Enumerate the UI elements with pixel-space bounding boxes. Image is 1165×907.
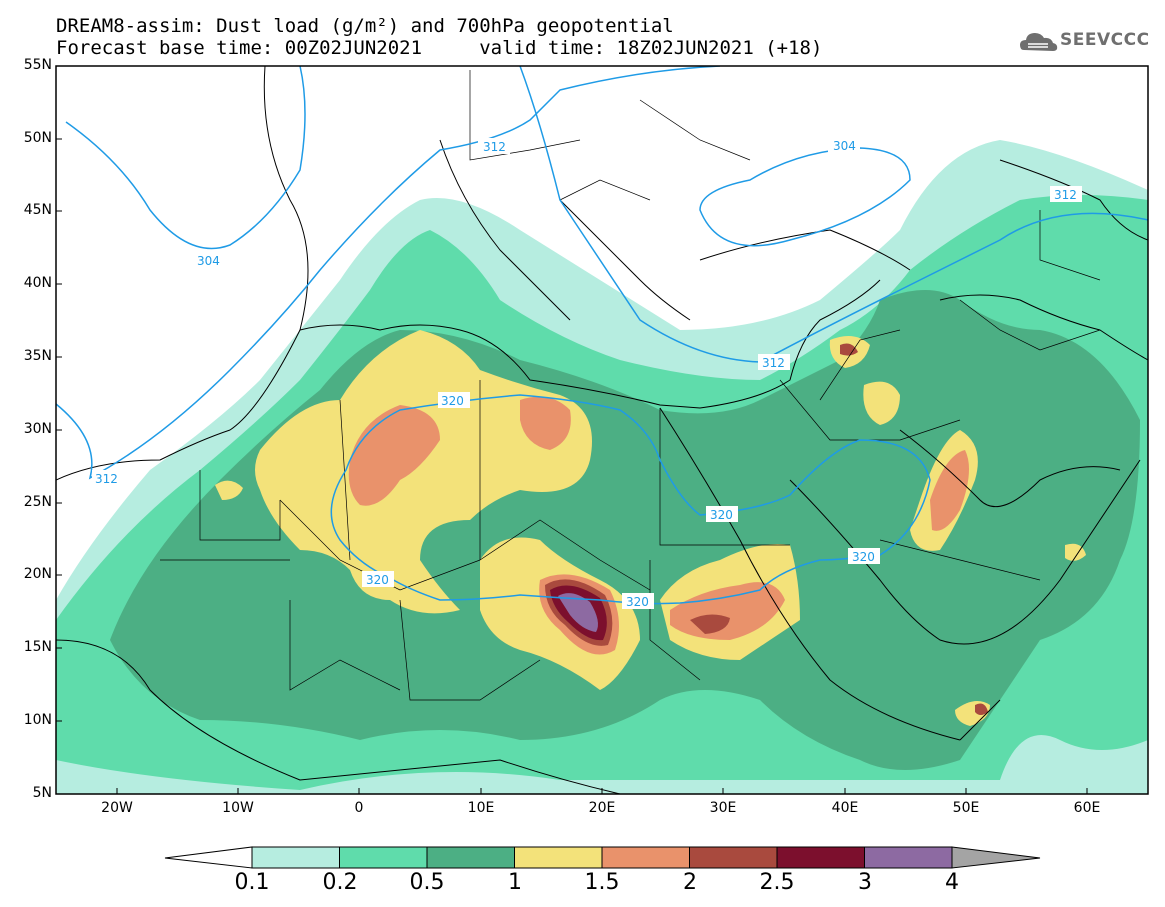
contour-label: 312 bbox=[95, 472, 118, 486]
contour-label: 320 bbox=[852, 550, 875, 564]
lat-label: 40N bbox=[23, 275, 52, 291]
dust-band-1.5 bbox=[520, 396, 571, 450]
contour-label: 320 bbox=[441, 394, 464, 408]
colorbar-tick: 2 bbox=[683, 870, 697, 895]
colorbar-tick: 1.5 bbox=[584, 870, 620, 895]
lon-label: 40E bbox=[831, 800, 859, 816]
chart-title: DREAM8-assim: Dust load (g/m²) and 700hP… bbox=[56, 15, 674, 37]
colorbar-tick: 3 bbox=[858, 870, 872, 895]
contour-label: 320 bbox=[710, 508, 733, 522]
colorbar-tick: 2.5 bbox=[759, 870, 795, 895]
lat-label: 55N bbox=[23, 57, 52, 73]
dust-band-2 bbox=[975, 703, 988, 715]
contour-label: 304 bbox=[197, 254, 220, 268]
lat-label: 25N bbox=[23, 494, 52, 510]
country-borders bbox=[160, 70, 1101, 701]
lon-label: 20W bbox=[101, 800, 133, 816]
colorbar-tick: 0.1 bbox=[234, 870, 270, 895]
contour-label: 304 bbox=[833, 139, 856, 153]
contour-label: 312 bbox=[1054, 188, 1077, 202]
lat-label: 10N bbox=[23, 712, 52, 728]
lat-label: 50N bbox=[23, 130, 52, 146]
dust-band-1 bbox=[255, 330, 592, 614]
lon-label: 30E bbox=[709, 800, 737, 816]
lon-label: 50E bbox=[952, 800, 980, 816]
chart-subtitle: Forecast base time: 00Z02JUN2021 valid t… bbox=[56, 37, 823, 59]
lat-label: 30N bbox=[23, 421, 52, 437]
dust-band-1.5 bbox=[930, 450, 969, 531]
colorbar-tick: 0.5 bbox=[409, 870, 445, 895]
contour-label: 320 bbox=[626, 595, 649, 609]
colorbar-tick: 1 bbox=[508, 870, 522, 895]
dust-band-2 bbox=[690, 614, 730, 634]
colorbar-tick: 4 bbox=[945, 870, 959, 895]
lat-label: 15N bbox=[23, 639, 52, 655]
dust-band-1 bbox=[863, 381, 900, 425]
lon-label: 10E bbox=[467, 800, 495, 816]
brand-logo: SEEVCCC bbox=[1060, 30, 1150, 50]
lat-label: 20N bbox=[23, 566, 52, 582]
colorbar-tick: 0.2 bbox=[322, 870, 358, 895]
lon-label: 60E bbox=[1073, 800, 1101, 816]
contour-label: 320 bbox=[366, 573, 389, 587]
axis-ticks bbox=[56, 65, 1088, 794]
cloud-icon bbox=[1020, 33, 1058, 51]
coastlines bbox=[56, 66, 1148, 794]
contour-label: 312 bbox=[483, 140, 506, 154]
lat-label: 5N bbox=[32, 785, 52, 801]
contour-label: 312 bbox=[762, 356, 785, 370]
lat-label: 45N bbox=[23, 202, 52, 218]
contour-labels: 312 304 304 312 312 320 320 320 320 320 … bbox=[92, 137, 1082, 609]
lon-label: 10W bbox=[222, 800, 254, 816]
lon-label: 0 bbox=[354, 800, 364, 816]
dust-band-2 bbox=[840, 343, 858, 356]
lat-label: 35N bbox=[23, 348, 52, 364]
dust-band-1 bbox=[215, 480, 243, 500]
dust-band-3 bbox=[558, 593, 598, 632]
lon-label: 20E bbox=[588, 800, 616, 816]
